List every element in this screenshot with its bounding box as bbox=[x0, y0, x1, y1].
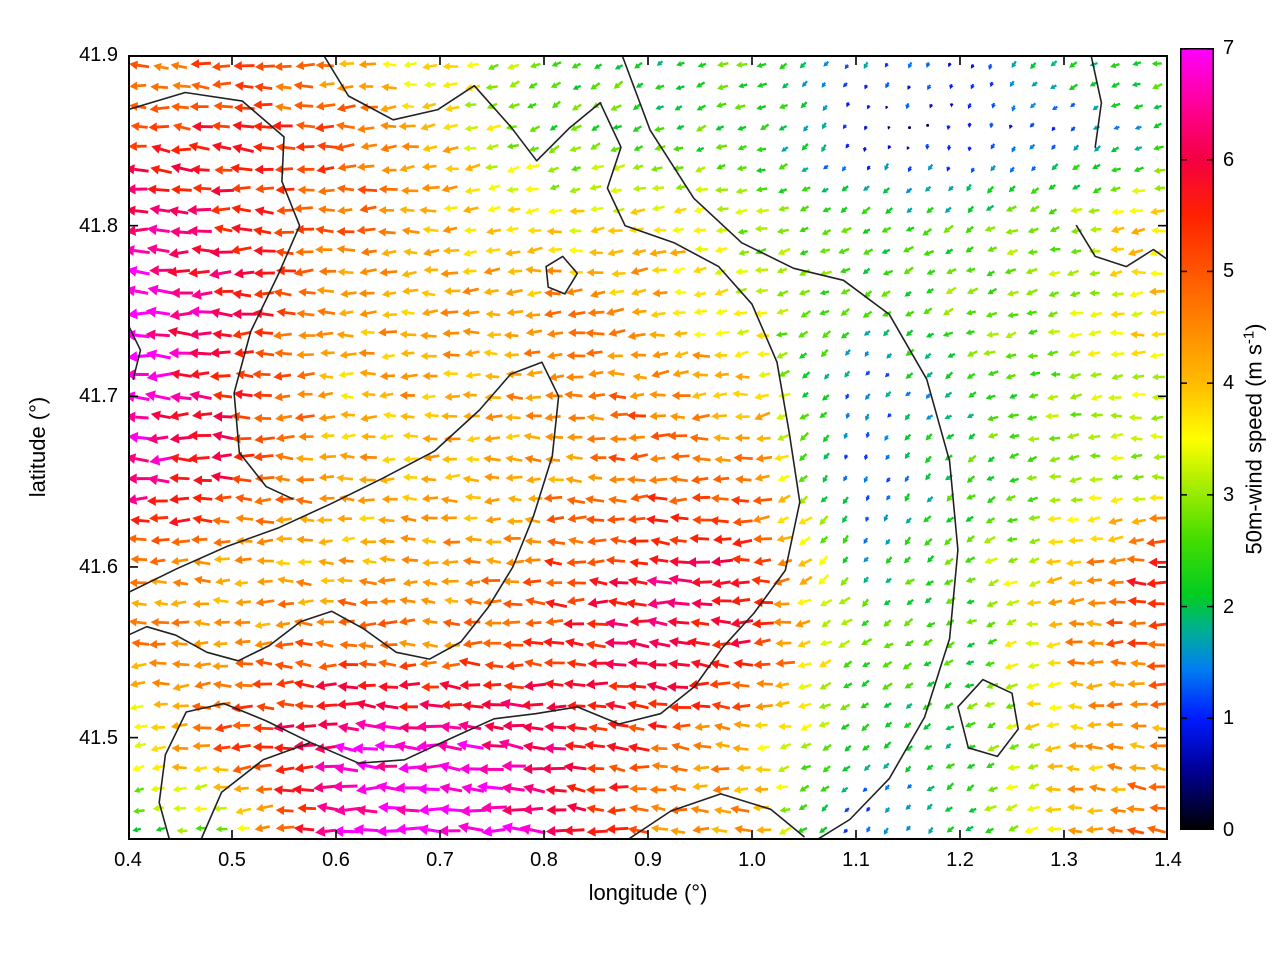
colorbar-tick-label: 7 bbox=[1223, 37, 1235, 59]
x-axis-label: longitude (°) bbox=[588, 880, 708, 905]
x-tick-label: 1.2 bbox=[946, 849, 974, 871]
x-tick-label: 1.0 bbox=[738, 849, 766, 871]
x-tick-label: 1.1 bbox=[842, 849, 870, 871]
colorbar-tick-label: 0 bbox=[1223, 819, 1235, 841]
x-tick-label: 0.8 bbox=[530, 849, 558, 871]
y-tick-label: 41.6 bbox=[79, 555, 118, 578]
x-tick-label: 1.3 bbox=[1050, 849, 1078, 871]
y-tick-label: 41.9 bbox=[79, 44, 118, 66]
colorbar-label: 50m-wind speed (m s-1) bbox=[1240, 324, 1267, 555]
colorbar-tick-label: 5 bbox=[1223, 260, 1235, 283]
colorbar-label-superscript: -1 bbox=[1240, 330, 1258, 345]
y-tick-label: 41.5 bbox=[79, 726, 118, 749]
y-axis-label: latitude (°) bbox=[25, 396, 50, 498]
y-tick-label: 41.8 bbox=[79, 214, 118, 237]
colorbar-tick-label: 2 bbox=[1223, 595, 1235, 618]
contour-lines bbox=[128, 55, 1168, 840]
y-tick-label: 41.7 bbox=[79, 385, 118, 408]
colorbar-tick-label: 4 bbox=[1223, 372, 1235, 395]
x-tick-label: 0.9 bbox=[634, 849, 662, 871]
x-tick-label: 0.6 bbox=[322, 849, 350, 871]
x-tick-label: 0.7 bbox=[426, 849, 454, 871]
colorbar-label-close: ) bbox=[1241, 323, 1267, 331]
colorbar-tick-label: 6 bbox=[1223, 148, 1235, 171]
colorbar-tick-label: 3 bbox=[1223, 483, 1235, 506]
x-tick-label: 1.4 bbox=[1154, 849, 1182, 871]
plot-area bbox=[128, 55, 1168, 840]
colorbar bbox=[1180, 48, 1214, 830]
x-tick-label: 0.5 bbox=[218, 849, 246, 871]
x-tick-label: 0.4 bbox=[114, 849, 142, 871]
colorbar-tick-label: 1 bbox=[1223, 707, 1235, 730]
